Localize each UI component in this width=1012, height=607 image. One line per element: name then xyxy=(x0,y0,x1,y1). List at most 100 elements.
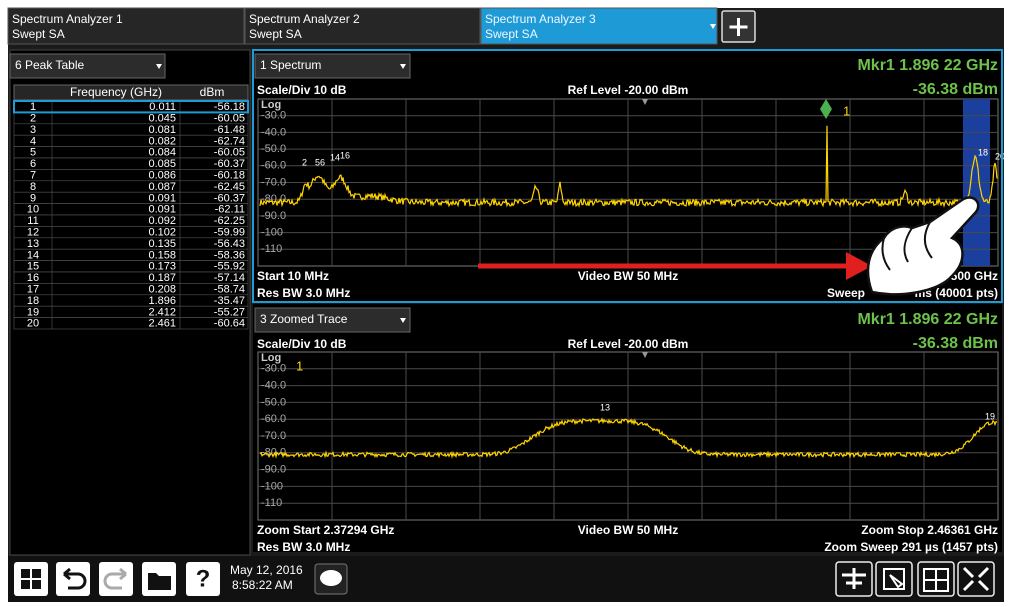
help-icon: ? xyxy=(196,565,211,592)
frequency-cell: 0.084 xyxy=(148,147,176,159)
tab-title: Spectrum Analyzer 3 xyxy=(485,12,596,26)
row-index: 2 xyxy=(30,113,36,125)
amplitude-cell: -60.64 xyxy=(214,318,245,330)
center-marker xyxy=(642,99,648,105)
amplitude-cell: -61.48 xyxy=(214,124,245,136)
frequency-cell: 0.081 xyxy=(148,124,176,136)
amplitude-cell: -58.36 xyxy=(214,249,245,261)
frequency-cell: 1.896 xyxy=(148,295,176,307)
table-row xyxy=(13,317,249,330)
tab-subtitle: Swept SA xyxy=(12,27,65,41)
y-axis-label: -110 xyxy=(261,497,282,509)
y-axis-label: -50.0 xyxy=(261,396,286,408)
footer-text: Res BW 3.0 MHz xyxy=(257,286,350,300)
redo-icon xyxy=(103,567,127,590)
amplitude-cell: -56.43 xyxy=(214,238,245,250)
chat-icon xyxy=(320,570,342,586)
trace xyxy=(259,417,998,459)
peak-label: 2 xyxy=(302,157,307,167)
amplitude-cell: -60.05 xyxy=(214,147,245,159)
peak-label: 14 xyxy=(330,152,340,162)
amplitude-cell: -35.47 xyxy=(214,295,245,307)
window-menu-label: 1 Spectrum xyxy=(260,58,321,72)
y-axis-label: -90.0 xyxy=(261,464,286,476)
frequency-cell: 0.011 xyxy=(149,101,176,113)
row-index: 11 xyxy=(27,215,38,227)
tab[interactable] xyxy=(244,7,481,45)
folder-icon xyxy=(148,573,171,590)
footer-text: Video BW 50 MHz xyxy=(578,269,678,283)
y-axis-label: -70.0 xyxy=(261,430,286,442)
row-index: 20 xyxy=(27,318,39,330)
window-menu[interactable] xyxy=(254,307,411,333)
row-index: 10 xyxy=(27,204,39,216)
y-axis-label: -60.0 xyxy=(261,160,286,172)
frequency-cell: 0.091 xyxy=(148,204,176,216)
ref-level: Ref Level -20.00 dBm xyxy=(568,337,689,351)
footer-text: Zoom Stop 2.46361 GHz xyxy=(861,523,998,537)
peak-label: 5 xyxy=(315,157,320,167)
dropdown-arrow xyxy=(710,24,716,29)
swipe-arrowhead xyxy=(846,252,872,280)
dropdown-arrow xyxy=(156,64,162,69)
y-axis-label: -60.0 xyxy=(261,413,286,425)
plus-icon xyxy=(729,18,748,36)
y-axis-label: -110 xyxy=(261,243,282,255)
row-index: 7 xyxy=(30,170,36,182)
amplitude-cell: -62.45 xyxy=(214,181,245,193)
amplitude-cell: -58.74 xyxy=(214,284,245,296)
frequency-cell: 0.102 xyxy=(148,227,176,239)
marker-frequency: Mkr1 1.896 22 GHz xyxy=(857,57,998,74)
hand-detail xyxy=(881,221,933,271)
peak-label: 16 xyxy=(340,150,350,160)
peak-table-menu[interactable] xyxy=(9,53,166,79)
frequency-cell: 0.091 xyxy=(148,192,176,204)
frequency-cell: 0.085 xyxy=(148,158,176,170)
y-axis-label: -30.0 xyxy=(261,363,286,375)
row-index: 5 xyxy=(30,147,36,159)
window-menu-label: 3 Zoomed Trace xyxy=(260,312,348,326)
maximize-button[interactable] xyxy=(957,561,995,597)
row-index: 16 xyxy=(27,272,39,284)
marker-diamond xyxy=(820,99,832,119)
window-menu[interactable] xyxy=(254,53,411,79)
frequency-cell: 0.187 xyxy=(148,272,176,284)
amplitude-cell: -62.25 xyxy=(214,215,245,227)
footer-text: Zoom Start 2.37294 GHz xyxy=(257,523,394,537)
dropdown-arrow xyxy=(400,64,406,69)
frequency-cell: 0.208 xyxy=(148,284,176,296)
start-button[interactable] xyxy=(14,562,48,596)
undo-icon xyxy=(63,567,87,590)
tab-title: Spectrum Analyzer 1 xyxy=(12,12,123,26)
tab[interactable] xyxy=(480,7,718,45)
y-axis-label: Log xyxy=(261,99,281,111)
frequency-cell: 0.082 xyxy=(148,135,176,147)
windows-icon xyxy=(21,569,41,589)
date: May 12, 2016 xyxy=(230,563,303,577)
amplitude-cell: -57.14 xyxy=(214,272,245,284)
help-button[interactable] xyxy=(186,562,220,596)
peak-label: 6 xyxy=(320,157,325,167)
row-index: 1 xyxy=(30,101,36,113)
frequency-cell: 0.173 xyxy=(148,261,176,273)
amplitude-cell: -55.92 xyxy=(214,261,245,273)
layout-icon xyxy=(842,568,866,589)
peak-label: 1 xyxy=(296,358,303,373)
amplitude-cell: -62.74 xyxy=(214,135,245,147)
selected-row xyxy=(13,100,249,114)
frequency-cell: 0.086 xyxy=(148,170,176,182)
column-header: dBm xyxy=(200,85,225,99)
peak-table-menu-label: 6 Peak Table xyxy=(15,58,84,72)
dropdown-arrow xyxy=(400,318,406,323)
tab[interactable] xyxy=(7,7,245,45)
amplitude-cell: -59.99 xyxy=(214,227,245,239)
y-axis-label: -70.0 xyxy=(261,176,286,188)
active-window-border xyxy=(252,49,1003,303)
footer-text: ms (40001 pts) xyxy=(915,286,998,300)
frequency-cell: 0.092 xyxy=(148,215,176,227)
frequency-cell: 2.461 xyxy=(148,318,176,330)
amplitude-cell: -62.11 xyxy=(215,204,245,216)
frequency-cell: 0.135 xyxy=(148,238,176,250)
